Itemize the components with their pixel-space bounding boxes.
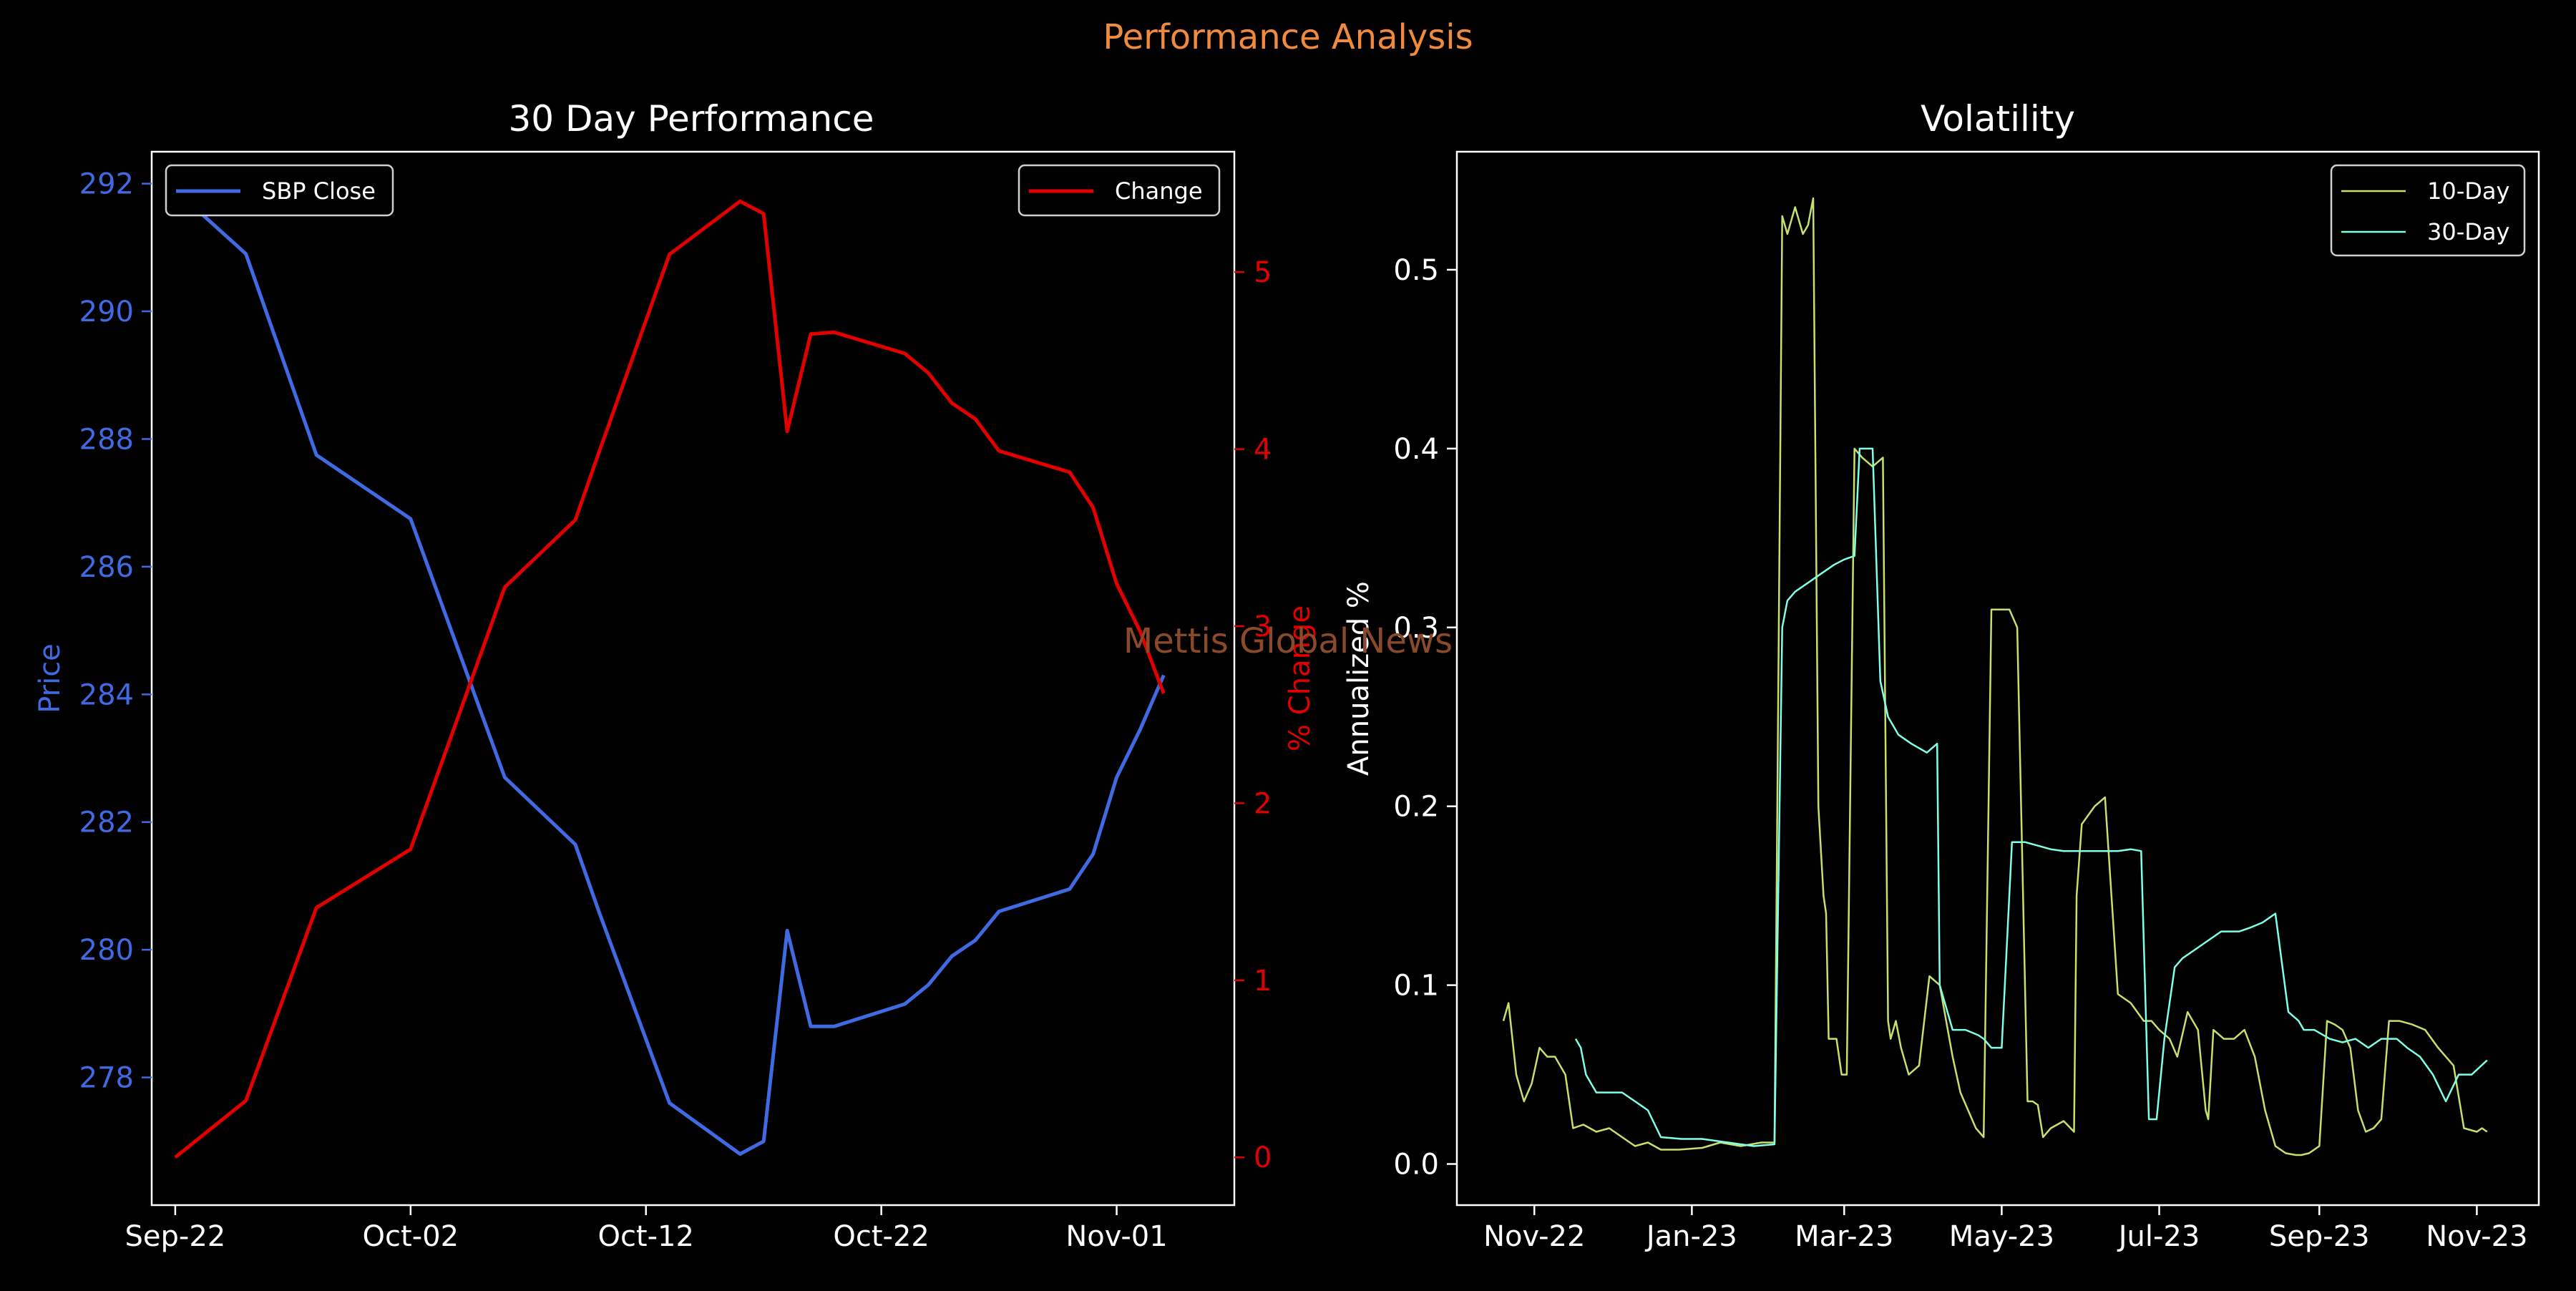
change-tick-label: 1	[1254, 965, 1272, 998]
y-tick-label: 0.1	[1393, 970, 1439, 1003]
performance-frame	[150, 150, 1236, 1207]
legend-box	[165, 164, 394, 217]
change-tick-label: 5	[1254, 256, 1272, 289]
performance-title: 30 Day Performance	[509, 98, 874, 140]
change-axis-label: % Change	[1284, 605, 1317, 751]
volatility-panel: Volatility Nov-22 Jan-23 Mar-23 May-23 Jul-2…	[1342, 98, 2540, 1253]
legend-label: SBP Close	[262, 177, 376, 205]
x-tick-label: Jul-23	[2117, 1220, 2200, 1253]
performance-panel: 30 Day Performance Sep-22 Oct-02 Oct-12 Oct…	[34, 98, 1317, 1253]
legend-label: 10-Day	[2427, 177, 2509, 205]
price-tick-label: 282	[79, 807, 134, 839]
x-tick-label: May-23	[1949, 1220, 2054, 1253]
y-tick-label: 0.4	[1393, 433, 1439, 466]
x-tick-label: Sep-22	[125, 1220, 226, 1253]
x-tick-label: Nov-01	[1065, 1220, 1167, 1253]
change-line	[174, 199, 1166, 1159]
price-tick-label: 284	[79, 678, 134, 711]
change-tick-label: 3	[1254, 610, 1272, 643]
price-tick-label: 286	[79, 551, 134, 584]
legend-box	[2330, 164, 2526, 257]
legend-label: Change	[1115, 177, 1203, 205]
y-tick-label: 0.2	[1393, 791, 1439, 824]
vol-10day-line	[1502, 197, 2488, 1156]
x-tick-label: Oct-22	[833, 1220, 930, 1253]
change-legend: Change	[1018, 164, 1221, 217]
x-tick-label: Sep-23	[2269, 1220, 2370, 1253]
change-tick-label: 2	[1254, 787, 1272, 820]
x-tick-label: Mar-23	[1795, 1220, 1893, 1253]
price-legend: SBP Close	[165, 164, 394, 217]
x-tick-label: Oct-02	[363, 1220, 459, 1253]
legend-box	[1018, 164, 1221, 217]
price-axis-label: Price	[34, 643, 67, 713]
y-tick-label: 0.5	[1393, 254, 1439, 287]
y-tick-label: 0.3	[1393, 612, 1439, 645]
vol-30day-line	[1574, 447, 2488, 1147]
change-tick-label: 0	[1254, 1141, 1272, 1174]
watermark: Mettis Global News	[1123, 621, 1453, 661]
figure-title: Performance Analysis	[1103, 17, 1473, 57]
x-tick-label: Oct-12	[597, 1220, 694, 1253]
price-tick-label: 280	[79, 934, 134, 967]
x-tick-label: Nov-22	[1483, 1220, 1585, 1253]
change-tick-label: 4	[1254, 434, 1272, 467]
legend-label: 30-Day	[2427, 218, 2509, 245]
price-tick-label: 288	[79, 423, 134, 456]
price-tick-label: 278	[79, 1062, 134, 1095]
price-tick-label: 292	[79, 168, 134, 201]
x-tick-label: Jan-23	[1644, 1220, 1737, 1253]
x-tick-label: Nov-23	[2426, 1220, 2527, 1253]
sbp-close-line	[174, 188, 1166, 1156]
volatility-legend: 10-Day 30-Day	[2330, 164, 2526, 257]
y-tick-label: 0.0	[1393, 1149, 1439, 1182]
volatility-axis-label: Annualized %	[1342, 581, 1375, 776]
price-tick-label: 290	[79, 296, 134, 328]
volatility-frame	[1455, 150, 2540, 1207]
volatility-title: Volatility	[1921, 98, 2075, 140]
